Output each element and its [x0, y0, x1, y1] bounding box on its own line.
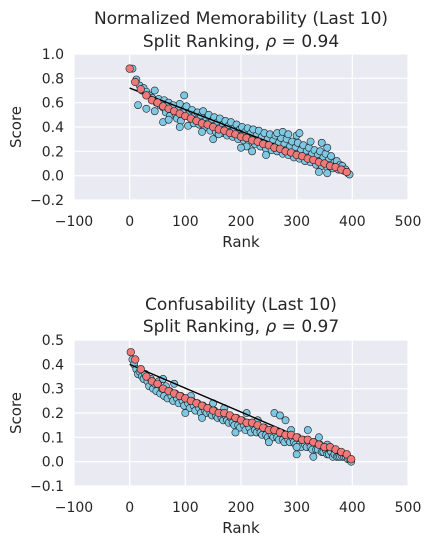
- y-tick-label: 0.0: [42, 455, 64, 471]
- confusability-chart: Confusability (Last 10) Split Ranking, ρ…: [7, 295, 421, 535]
- y-tick-label: 0.8: [42, 71, 64, 87]
- x-tick-label: 500: [395, 214, 422, 230]
- split-score-point: [231, 428, 240, 437]
- split-score-point: [303, 426, 312, 434]
- rho-symbol: ρ: [265, 317, 276, 337]
- split-score-point: [327, 152, 336, 161]
- split-score-point: [198, 413, 206, 422]
- x-tick-label: 300: [283, 214, 310, 230]
- y-tick-label: −0.1: [30, 479, 64, 495]
- mean-score-point: [153, 379, 162, 388]
- mean-score-point: [136, 85, 145, 94]
- mean-score-point: [342, 167, 351, 177]
- x-axis-label: Rank: [222, 519, 260, 535]
- y-tick-label: 0.5: [42, 333, 64, 349]
- mean-score-point: [131, 355, 140, 364]
- y-axis-label: Score: [7, 106, 25, 148]
- y-axis-label: Score: [7, 392, 25, 434]
- split-score-point: [262, 151, 270, 159]
- split-score-point: [150, 86, 159, 95]
- chart-subtitle: Split Ranking, ρ = 0.94: [143, 32, 339, 52]
- data-points: [126, 348, 356, 466]
- x-tick-label: −100: [55, 500, 93, 516]
- y-tick-label: −0.2: [30, 193, 64, 209]
- split-score-point: [181, 409, 190, 417]
- mean-score-point: [125, 64, 134, 73]
- split-score-point: [180, 91, 189, 100]
- rho-symbol: ρ: [265, 32, 276, 52]
- y-tick-label: 0.4: [42, 357, 64, 373]
- x-axis-label: Rank: [222, 233, 260, 251]
- split-score-point: [323, 169, 332, 178]
- split-score-point: [315, 168, 323, 176]
- y-tick-labels: −0.1 0.0 0.1 0.2 0.3 0.4 0.5: [30, 333, 64, 495]
- y-tick-label: 0.2: [42, 406, 64, 422]
- subtitle-prefix: Split Ranking,: [143, 317, 266, 337]
- chart-title: Confusability (Last 10): [145, 295, 337, 315]
- split-score-point: [142, 104, 151, 113]
- mean-score-point: [136, 365, 145, 374]
- y-tick-label: 0.0: [42, 169, 64, 185]
- x-tick-label: 400: [339, 214, 366, 230]
- subtitle-prefix: Split Ranking,: [143, 32, 266, 52]
- x-tick-label: 300: [283, 500, 310, 516]
- split-score-point: [317, 138, 326, 147]
- subtitle-suffix: = 0.97: [276, 317, 339, 337]
- split-score-point: [248, 147, 257, 156]
- y-tick-label: 1.0: [42, 47, 64, 63]
- mean-score-point: [131, 77, 140, 87]
- y-tick-label: 0.4: [42, 120, 64, 136]
- data-points: [125, 64, 354, 179]
- split-score-point: [237, 143, 245, 152]
- memorability-chart: Normalized Memorability (Last 10) Split …: [7, 9, 421, 251]
- split-score-point: [295, 129, 304, 137]
- chart-subtitle: Split Ranking, ρ = 0.97: [143, 317, 339, 337]
- x-tick-labels: −100 0 100 200 300 400 500: [55, 214, 422, 230]
- mean-score-point: [347, 455, 356, 464]
- split-score-point: [292, 443, 301, 451]
- split-score-point: [199, 107, 208, 116]
- split-score-point: [175, 123, 184, 131]
- split-score-point: [198, 127, 206, 136]
- x-tick-label: 200: [228, 500, 255, 516]
- mean-score-point: [142, 372, 151, 381]
- split-score-point: [164, 115, 173, 124]
- y-tick-label: 0.3: [42, 382, 64, 398]
- x-tick-label: 400: [339, 500, 366, 516]
- chart-title: Normalized Memorability (Last 10): [94, 9, 388, 29]
- split-score-point: [281, 416, 290, 425]
- x-tick-label: 0: [125, 214, 134, 230]
- y-tick-label: 0.6: [42, 96, 64, 112]
- split-score-point: [323, 143, 332, 152]
- x-tick-labels: −100 0 100 200 300 400 500: [55, 500, 422, 516]
- x-tick-label: 200: [228, 214, 255, 230]
- split-score-point: [276, 411, 284, 420]
- split-score-point: [309, 452, 318, 461]
- x-tick-label: 100: [172, 500, 199, 516]
- subtitle-suffix: = 0.94: [276, 32, 339, 52]
- x-tick-label: −100: [55, 214, 93, 230]
- x-tick-label: 100: [172, 214, 199, 230]
- mean-score-point: [142, 91, 151, 100]
- split-score-point: [264, 438, 273, 447]
- split-score-point: [209, 135, 218, 144]
- split-score-point: [292, 450, 301, 459]
- split-score-point: [284, 130, 293, 139]
- y-tick-labels: −0.2 0.0 0.2 0.4 0.6 0.8 1.0: [30, 47, 64, 209]
- y-tick-label: 0.2: [42, 144, 64, 160]
- x-tick-label: 0: [125, 500, 134, 516]
- split-score-point: [150, 107, 159, 116]
- split-score-point: [134, 101, 142, 109]
- split-score-point: [306, 137, 315, 146]
- x-tick-label: 500: [395, 500, 422, 516]
- mean-score-point: [126, 348, 135, 357]
- y-tick-label: 0.1: [42, 430, 64, 446]
